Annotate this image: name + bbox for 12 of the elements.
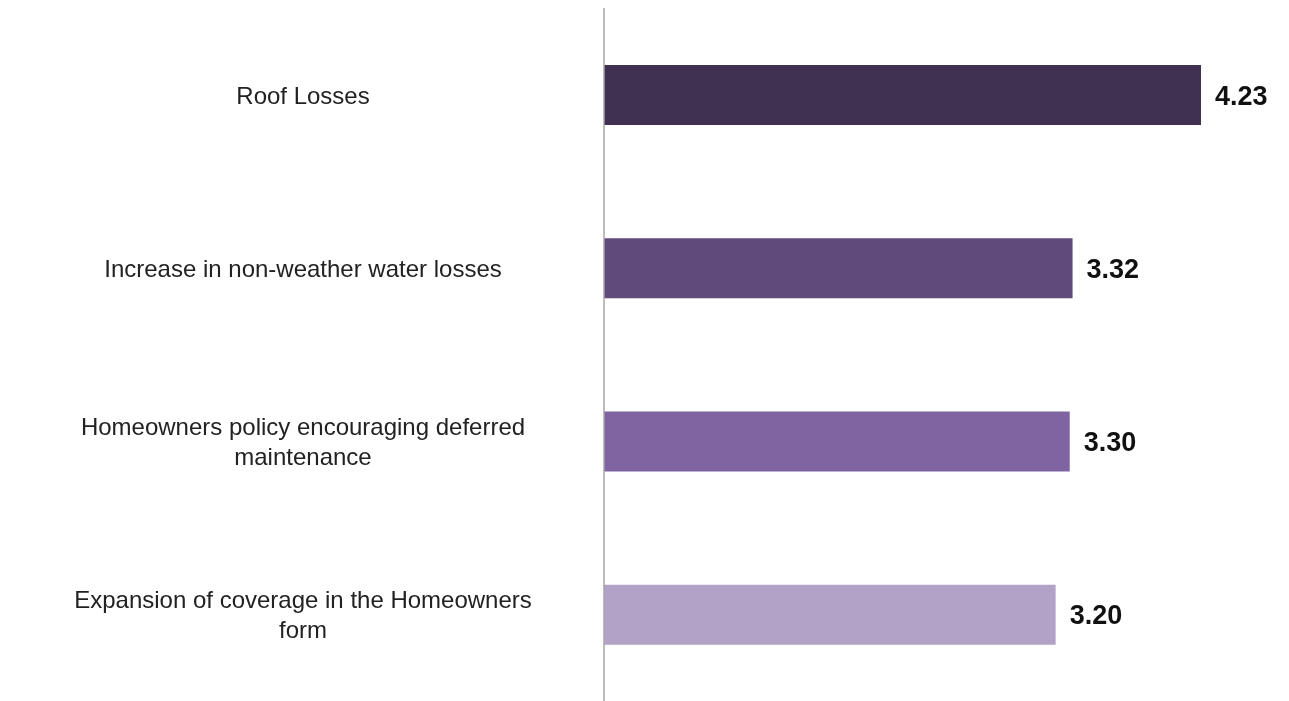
bar — [604, 65, 1201, 125]
data-label: 4.23 — [1215, 80, 1268, 111]
y-tick-label: Increase in non-weather water losses — [104, 254, 502, 282]
data-label: 3.30 — [1083, 427, 1137, 458]
bar — [604, 584, 1056, 645]
y-tick-label: Roof Losses — [236, 81, 370, 109]
y-tick-label: Expansion of coverage in the Homeowners form — [74, 585, 532, 643]
bar — [604, 411, 1070, 472]
data-label: 3.32 — [1086, 253, 1140, 284]
bar — [604, 238, 1073, 299]
data-label: 3.20 — [1069, 600, 1123, 631]
y-tick-label: Homeowners policy encouraging deferred maintenance — [80, 412, 526, 470]
